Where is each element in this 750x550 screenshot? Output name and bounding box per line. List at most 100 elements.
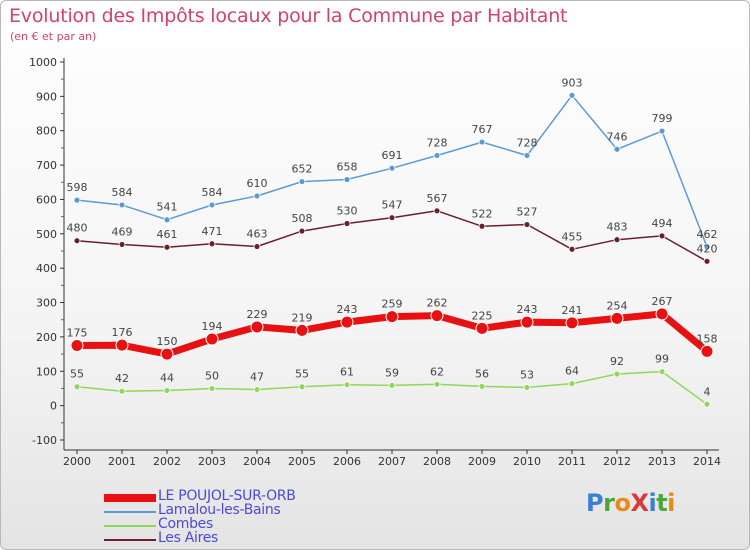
data-label: 799 — [652, 112, 673, 125]
data-label: 62 — [430, 365, 444, 378]
legend-item-lamalou-les-bains: Lamalou-les-Bains — [104, 502, 344, 519]
logo-letter: o — [614, 489, 631, 517]
data-point — [475, 321, 489, 335]
x-tick-label: 2009 — [468, 455, 496, 468]
data-label: 53 — [520, 368, 534, 381]
data-point — [523, 384, 531, 391]
data-label: 598 — [67, 181, 88, 194]
legend-item-les-aires: Les Aires — [104, 530, 344, 547]
data-label: 567 — [427, 192, 448, 205]
legend-swatch — [104, 511, 156, 513]
data-label: 463 — [247, 228, 268, 241]
x-tick-label: 2012 — [603, 455, 631, 468]
data-label: 462 — [697, 228, 718, 241]
data-point — [703, 400, 711, 408]
data-point — [433, 380, 441, 388]
data-point — [388, 381, 396, 389]
x-tick-label: 2010 — [513, 455, 541, 468]
data-point — [343, 176, 351, 183]
y-tick-label: 500 — [36, 228, 57, 241]
data-point — [298, 383, 306, 391]
x-tick-label: 2014 — [693, 455, 721, 468]
data-point — [253, 386, 261, 393]
data-point — [343, 220, 351, 227]
logo-letter: t — [656, 489, 668, 517]
data-label: 55 — [70, 368, 84, 381]
data-label: 175 — [67, 327, 88, 340]
legend-swatch — [104, 525, 156, 527]
data-point — [478, 382, 486, 390]
data-label: 420 — [697, 242, 718, 255]
data-label: 610 — [247, 177, 268, 190]
data-point — [340, 315, 354, 329]
data-label: 150 — [157, 335, 178, 348]
x-tick-label: 2004 — [243, 455, 271, 468]
logo-letter: X — [630, 489, 649, 517]
data-label: 461 — [157, 228, 178, 241]
data-label: 652 — [292, 163, 313, 176]
data-point — [703, 257, 711, 265]
x-tick-label: 2006 — [333, 455, 361, 468]
data-label: 494 — [652, 217, 673, 230]
data-point — [658, 127, 666, 135]
data-point — [343, 381, 351, 389]
logo-letter: P — [586, 489, 604, 517]
data-label: 480 — [67, 222, 88, 235]
data-point — [208, 240, 216, 248]
data-point — [568, 245, 576, 253]
legend-label: Les Aires — [158, 530, 219, 546]
data-point — [208, 385, 216, 392]
data-label: 259 — [382, 298, 403, 311]
data-label: 229 — [247, 308, 268, 321]
data-point — [118, 387, 126, 395]
data-label: 44 — [160, 372, 174, 385]
data-point — [388, 164, 396, 172]
y-tick-label: 700 — [36, 159, 57, 172]
legend-item-le-poujol-sur-orb: LE POUJOL-SUR-ORB — [104, 488, 344, 505]
data-point — [478, 138, 486, 146]
data-label: 50 — [205, 369, 219, 382]
data-label: 194 — [202, 320, 223, 333]
data-label: 728 — [517, 136, 538, 149]
data-point — [250, 320, 264, 334]
data-point — [433, 207, 441, 215]
data-label: 767 — [472, 123, 493, 136]
x-tick-label: 2013 — [648, 455, 676, 468]
data-label: 728 — [427, 136, 448, 149]
y-tick-label: 200 — [36, 331, 57, 344]
data-point — [115, 338, 129, 352]
data-point — [523, 221, 531, 228]
data-label: 42 — [115, 372, 129, 385]
data-point — [520, 315, 534, 329]
data-label: 64 — [565, 365, 579, 378]
data-point — [568, 380, 576, 388]
legend-swatch — [104, 539, 156, 541]
data-point — [253, 243, 261, 250]
data-label: 56 — [475, 367, 489, 380]
data-label: 243 — [337, 303, 358, 316]
data-label: 530 — [337, 205, 358, 218]
data-point — [118, 201, 126, 209]
logo-letter: r — [603, 489, 615, 517]
logo-letter: i — [648, 489, 657, 517]
x-tick-label: 2001 — [108, 455, 136, 468]
data-point — [298, 227, 306, 235]
data-label: 59 — [385, 366, 399, 379]
data-point — [703, 243, 711, 251]
x-tick-label: 2008 — [423, 455, 451, 468]
data-point — [73, 237, 81, 245]
data-label: 584 — [112, 186, 133, 199]
data-label: 483 — [607, 221, 628, 234]
data-point — [568, 91, 576, 99]
data-point — [613, 145, 621, 153]
data-label: 658 — [337, 161, 358, 174]
chart-subtitle: (en € et par an) — [10, 30, 97, 43]
legend-label: Combes — [158, 516, 213, 532]
data-label: 522 — [472, 207, 493, 220]
proxiti-logo: ProXiti — [586, 489, 675, 517]
data-point — [388, 214, 396, 222]
data-point — [658, 232, 666, 240]
data-label: 267 — [652, 295, 673, 308]
